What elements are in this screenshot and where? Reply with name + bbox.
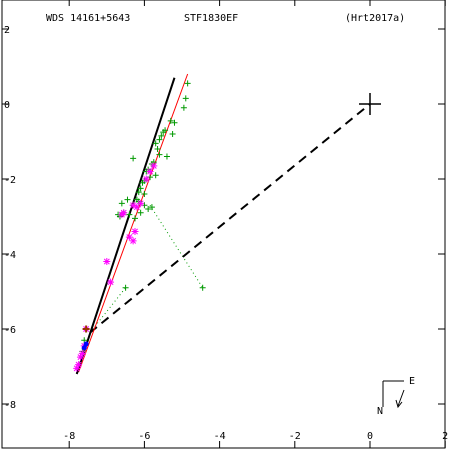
magenta-star-point [73, 364, 81, 372]
north-label: N [377, 406, 383, 417]
green-plus-point [171, 119, 178, 126]
orbit-black [75, 77, 176, 375]
observation-points [73, 80, 381, 372]
residual-line [89, 287, 126, 334]
green-plus-point [156, 136, 163, 143]
brown-marker [82, 325, 90, 333]
blue-point [83, 341, 89, 347]
primary-marker [359, 93, 381, 115]
header-discoverer: STF1830EF [184, 13, 238, 24]
y-tick-label: -4 [4, 250, 16, 261]
x-tick-label: -2 [289, 431, 301, 442]
green-plus-point [137, 185, 144, 192]
y-tick-label: -8 [4, 400, 16, 411]
green-plus-point [154, 146, 161, 152]
x-tick-label: 2 [442, 431, 448, 442]
header-wds: WDS 14161+5643 [46, 13, 130, 24]
orientation-indicator: E N [377, 376, 415, 417]
motion-arrow-head [395, 399, 403, 409]
green-plus-point [137, 209, 144, 216]
magenta-star-point [131, 228, 139, 235]
green-plus-point [118, 200, 125, 207]
green-plus-point [130, 155, 137, 162]
green-plus-point [148, 204, 155, 211]
green-plus-point [162, 127, 169, 134]
magenta-star-point [129, 237, 137, 245]
y-tick-label: 2 [4, 25, 10, 36]
green-plus-point [122, 284, 129, 291]
header-reference: (Hrt2017a) [345, 13, 405, 24]
green-plus-point [184, 80, 191, 87]
x-tick-label: -8 [63, 431, 75, 442]
green-plus-point [81, 337, 88, 344]
magenta-star-point [146, 168, 154, 175]
magenta-star-point [103, 258, 111, 265]
blue-point [81, 345, 87, 351]
y-tick-label: -2 [4, 175, 16, 186]
green-plus-point [126, 211, 133, 218]
orbit-lines [75, 73, 371, 375]
motion-arrow [397, 389, 405, 407]
green-plus-point [141, 191, 148, 197]
green-plus-point [156, 151, 163, 158]
x-tick-label: -4 [214, 431, 226, 442]
green-plus-point [163, 153, 170, 160]
x-tick-label: -6 [138, 431, 150, 442]
magenta-star-point [137, 199, 145, 207]
line-of-nodes [89, 103, 371, 334]
green-plus-point [124, 196, 131, 203]
green-plus-point [167, 117, 174, 124]
green-plus-point [158, 132, 165, 139]
green-plus-point [182, 95, 189, 102]
magenta-star-point [150, 162, 158, 170]
green-plus-point [169, 131, 176, 137]
green-plus-point [199, 284, 206, 291]
green-plus-point [180, 104, 187, 111]
magenta-star-point [107, 278, 115, 286]
magenta-star-point [76, 353, 84, 361]
green-plus-point [152, 172, 159, 179]
east-label: E [409, 376, 415, 387]
green-plus-point [152, 140, 159, 147]
y-tick-label: 0 [4, 100, 10, 111]
green-plus-point [132, 215, 138, 222]
y-tick-label: -6 [4, 325, 16, 336]
magenta-star-point [120, 209, 128, 217]
magenta-star-point [142, 175, 150, 183]
x-tick-label: 0 [367, 431, 373, 442]
residual-line [149, 204, 204, 289]
green-plus-point [145, 206, 152, 212]
green-plus-point [135, 189, 142, 196]
orbit-red [78, 73, 189, 373]
